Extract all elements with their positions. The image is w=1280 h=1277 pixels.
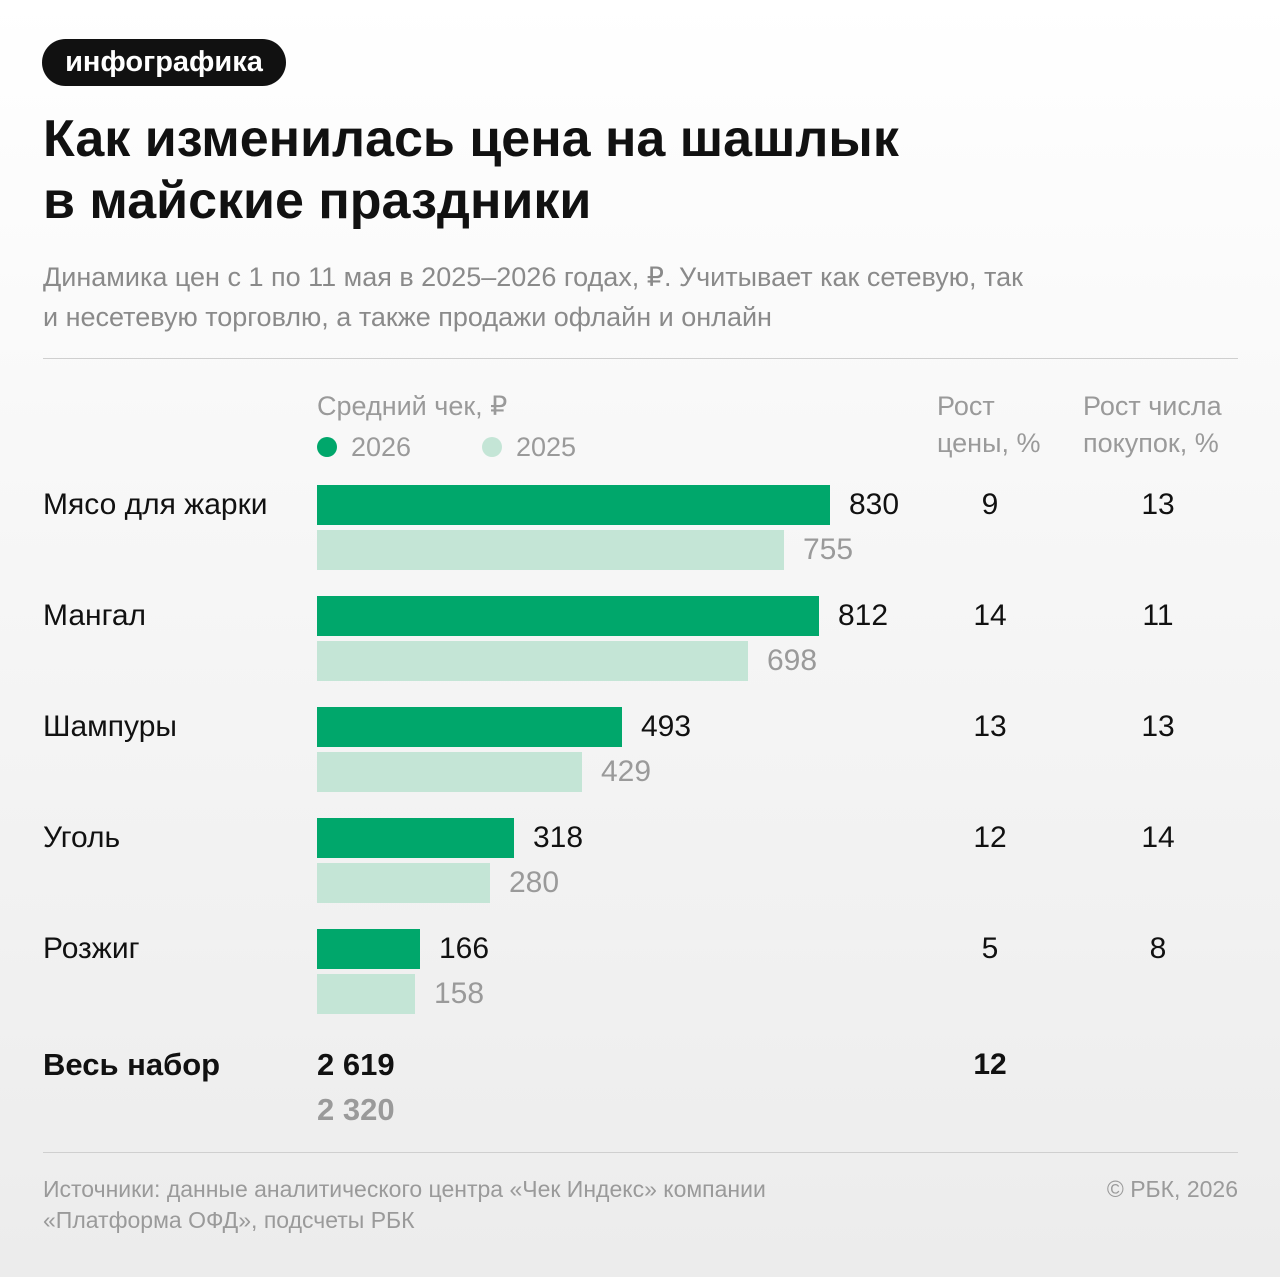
value-label-2025: 158 bbox=[434, 977, 485, 1010]
purchase-growth-value: 14 bbox=[1141, 821, 1175, 854]
subtitle-line-2: и несетевую торговлю, а также продажи оф… bbox=[43, 302, 772, 332]
total-value-2026: 2 619 bbox=[317, 1047, 395, 1082]
value-label-2025: 280 bbox=[509, 866, 560, 899]
bar-2026 bbox=[317, 929, 420, 969]
value-label-2026: 812 bbox=[838, 599, 889, 632]
legend-2026: 2026 bbox=[317, 429, 411, 466]
purchase-growth-value: 8 bbox=[1149, 932, 1167, 965]
purchase-growth-value: 13 bbox=[1141, 710, 1175, 743]
price-growth-header: Рост цены, % bbox=[937, 388, 1041, 462]
price-growth-value: 13 bbox=[973, 710, 1007, 743]
legend-2025: 2025 bbox=[482, 429, 576, 466]
value-label-2025: 698 bbox=[767, 644, 818, 677]
legend-dot-2026-icon bbox=[317, 436, 337, 457]
legend-label-2025: 2025 bbox=[516, 432, 577, 462]
bar-2026 bbox=[317, 818, 514, 858]
price-growth-header-line-1: Рост bbox=[937, 391, 995, 421]
infographic-badge: инфографика bbox=[42, 39, 286, 86]
total-value-2025: 2 320 bbox=[317, 1092, 395, 1127]
avg-check-header: Средний чек, ₽ bbox=[317, 391, 508, 421]
purchase-growth-header-line-1: Рост числа bbox=[1083, 391, 1222, 421]
category-label: Розжиг bbox=[43, 932, 140, 965]
source-line-1: Источники: данные аналитического центра … bbox=[43, 1176, 766, 1202]
total-label: Весь набор bbox=[43, 1047, 221, 1082]
bar-2025 bbox=[317, 641, 748, 681]
top-divider bbox=[43, 358, 1238, 359]
category-label: Шампуры bbox=[43, 710, 177, 743]
subtitle-line-1: Динамика цен с 1 по 11 мая в 2025–2026 г… bbox=[43, 262, 1023, 292]
purchase-growth-value: 11 bbox=[1142, 599, 1174, 632]
value-label-2025: 429 bbox=[601, 755, 652, 788]
value-label-2026: 493 bbox=[641, 710, 692, 743]
purchase-growth-value: 13 bbox=[1141, 488, 1175, 521]
price-growth-value: 12 bbox=[973, 821, 1007, 854]
source-note: Источники: данные аналитического центра … bbox=[43, 1174, 766, 1236]
copyright: © РБК, 2026 bbox=[1106, 1176, 1238, 1202]
bar-2026 bbox=[317, 596, 819, 636]
bar-2026 bbox=[317, 485, 830, 525]
price-growth-value: 14 bbox=[973, 599, 1007, 632]
category-label: Уголь bbox=[43, 821, 121, 854]
bar-2026 bbox=[317, 707, 622, 747]
value-label-2026: 830 bbox=[849, 488, 900, 521]
purchase-growth-header: Рост числа покупок, % bbox=[1083, 388, 1222, 462]
bottom-divider bbox=[43, 1152, 1238, 1153]
price-growth-value: 5 bbox=[981, 932, 999, 965]
category-label: Мангал bbox=[43, 599, 147, 632]
title-line-1: Как изменилась цена на шашлык bbox=[43, 110, 899, 168]
category-label: Мясо для жарки bbox=[43, 488, 268, 521]
price-growth-value: 9 bbox=[981, 488, 999, 521]
value-label-2026: 166 bbox=[439, 932, 490, 965]
purchase-growth-header-line-2: покупок, % bbox=[1083, 428, 1219, 458]
bar-2025 bbox=[317, 863, 490, 903]
bar-2025 bbox=[317, 974, 415, 1014]
value-label-2026: 318 bbox=[533, 821, 584, 854]
bar-2025 bbox=[317, 752, 582, 792]
legend-dot-2025-icon bbox=[482, 436, 502, 457]
page-title: Как изменилась цена на шашлык в майские … bbox=[43, 108, 1243, 232]
legend-label-2026: 2026 bbox=[351, 432, 412, 462]
subtitle: Динамика цен с 1 по 11 мая в 2025–2026 г… bbox=[43, 257, 1233, 337]
bar-2025 bbox=[317, 530, 784, 570]
title-line-2: в майские праздники bbox=[43, 172, 592, 230]
value-label-2025: 755 bbox=[803, 533, 854, 566]
source-line-2: «Платформа ОФД», подсчеты РБК bbox=[43, 1207, 415, 1233]
price-growth-header-line-2: цены, % bbox=[937, 428, 1041, 458]
total-price-growth: 12 bbox=[973, 1048, 1007, 1081]
